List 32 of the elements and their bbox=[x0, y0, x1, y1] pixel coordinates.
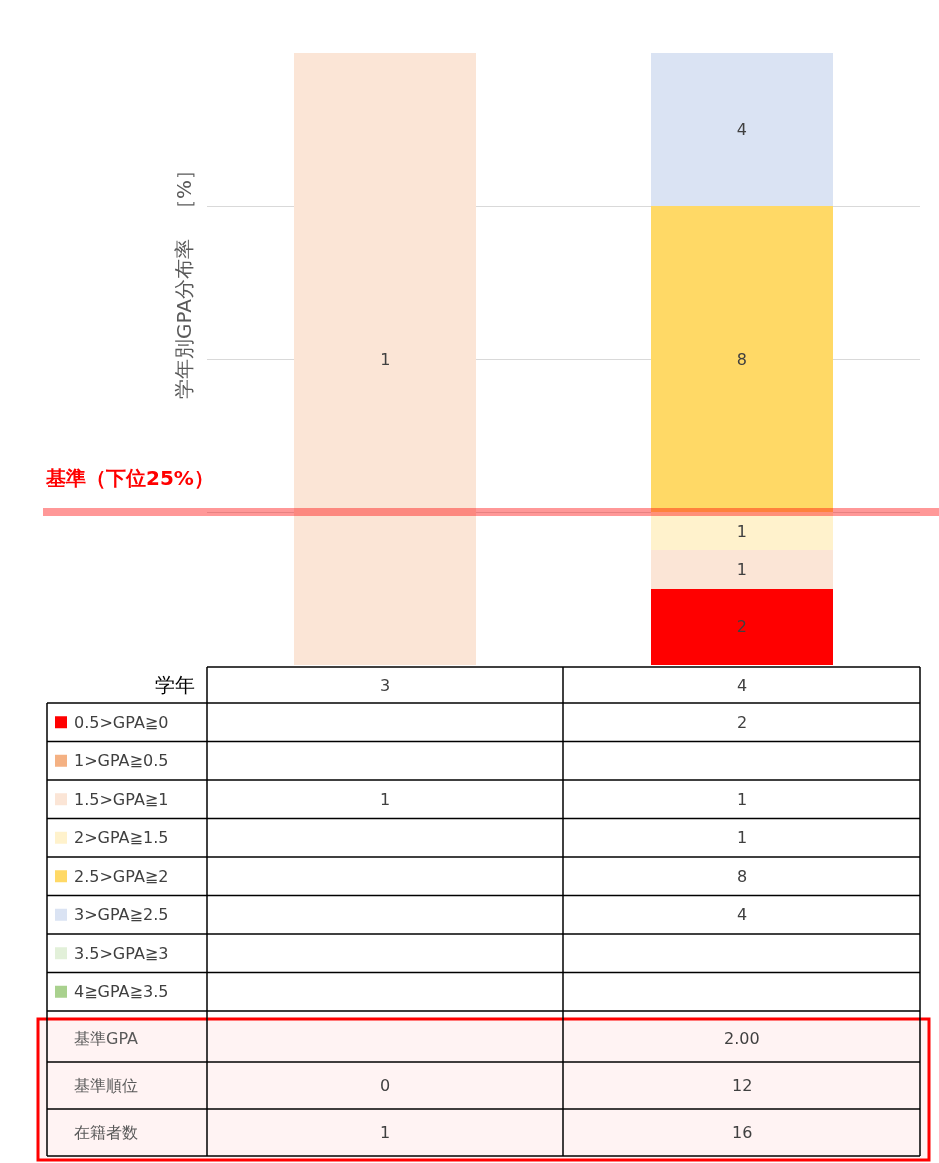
legend-label: 3.5>GPA≧3 bbox=[74, 944, 169, 963]
legend-label: 3>GPA≧2.5 bbox=[74, 905, 169, 924]
text: 0 bbox=[380, 1076, 391, 1095]
text: 基準順位 bbox=[74, 1076, 138, 1095]
text: 1 bbox=[737, 790, 748, 809]
annotation: 4 bbox=[736, 120, 747, 139]
annotation: 1 bbox=[736, 521, 747, 541]
text: 12 bbox=[732, 1076, 753, 1095]
legend-label: 2>GPA≧1.5 bbox=[74, 828, 169, 847]
text: 2 bbox=[737, 713, 748, 732]
legend-label: 4≧GPA≧3.5 bbox=[74, 982, 169, 1001]
text: 1 bbox=[380, 1123, 391, 1142]
annotation: 2 bbox=[736, 617, 747, 637]
x-axis-title: 学年 bbox=[155, 673, 195, 697]
legend-label: 0.5>GPA≧0 bbox=[74, 713, 169, 732]
text: 1 bbox=[380, 790, 391, 809]
text: 1 bbox=[737, 828, 748, 847]
legend-label: 2.5>GPA≧2 bbox=[74, 867, 169, 886]
legend-label: 1.5>GPA≧1 bbox=[74, 790, 169, 809]
annotation: 8 bbox=[736, 349, 747, 369]
category-label: 4 bbox=[737, 905, 748, 924]
text: 8 bbox=[737, 867, 748, 886]
text: 2.00 bbox=[724, 1029, 760, 1048]
text: 在籍者数 bbox=[74, 1123, 138, 1142]
y-axis-title: 学年別GPA分布率 ［%］ bbox=[172, 160, 196, 399]
text: 基準GPA bbox=[74, 1029, 139, 1048]
annotation: 1 bbox=[736, 559, 747, 579]
legend-label: 1>GPA≧0.5 bbox=[74, 751, 169, 770]
x-tick-label: 3 bbox=[380, 676, 391, 695]
annotation: 1 bbox=[380, 349, 391, 369]
ref-line-label: 基準（下位25%） bbox=[45, 466, 214, 490]
text: 16 bbox=[732, 1123, 753, 1142]
